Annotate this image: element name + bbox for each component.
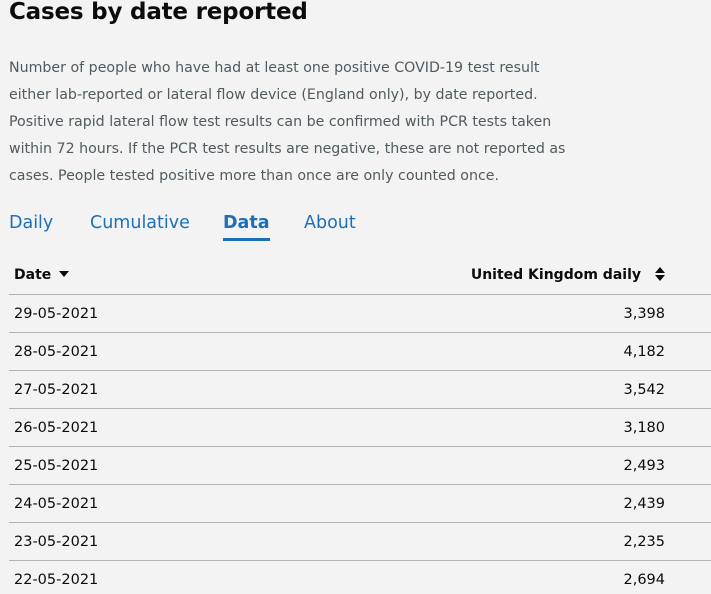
cell-value: 3,180 <box>623 420 665 436</box>
column-header-date-label: Date <box>14 267 52 283</box>
column-header-value-label: United Kingdom daily <box>470 267 641 283</box>
table-row: 29-05-2021 3,398 <box>9 295 711 333</box>
cell-date: 27-05-2021 <box>14 382 99 398</box>
cell-date: 26-05-2021 <box>14 420 99 436</box>
data-table: Date United Kingdom daily 29-05-2021 3,39… <box>9 256 711 594</box>
cell-value: 2,694 <box>623 572 665 588</box>
cell-date: 28-05-2021 <box>14 344 99 360</box>
sort-descending-icon <box>59 271 70 277</box>
cell-value: 2,439 <box>623 496 665 512</box>
tab-about[interactable]: About <box>304 213 356 233</box>
table-row: 28-05-2021 4,182 <box>9 333 711 371</box>
cell-value: 3,542 <box>623 382 665 398</box>
table-body: 29-05-2021 3,398 28-05-2021 4,182 27-05-2021… <box>9 295 711 594</box>
column-header-date[interactable]: Date <box>14 256 70 294</box>
cell-value: 3,398 <box>623 306 665 322</box>
tab-data[interactable]: Data <box>223 209 270 241</box>
page-title: Cases by date reported <box>9 0 308 25</box>
tab-cumulative[interactable]: Cumulative <box>90 213 190 233</box>
table-row: 23-05-2021 2,235 <box>9 523 711 561</box>
table-header: Date United Kingdom daily <box>9 256 711 295</box>
cell-date: 24-05-2021 <box>14 496 99 512</box>
cell-date: 25-05-2021 <box>14 458 99 474</box>
metric-description: Number of people who have had at least o… <box>9 60 566 184</box>
cell-date: 23-05-2021 <box>14 534 99 550</box>
table-row: 25-05-2021 2,493 <box>9 447 711 485</box>
table-row: 26-05-2021 3,180 <box>9 409 711 447</box>
column-header-value[interactable]: United Kingdom daily <box>471 256 665 294</box>
cell-value: 2,235 <box>623 534 665 550</box>
cell-date: 22-05-2021 <box>14 572 99 588</box>
table-row: 24-05-2021 2,439 <box>9 485 711 523</box>
tab-daily[interactable]: Daily <box>9 213 54 233</box>
sort-unsorted-icon <box>655 267 665 281</box>
table-row: 27-05-2021 3,542 <box>9 371 711 409</box>
table-row: 22-05-2021 2,694 <box>9 561 711 594</box>
cell-value: 2,493 <box>623 458 665 474</box>
cell-date: 29-05-2021 <box>14 306 99 322</box>
cell-value: 4,182 <box>623 344 665 360</box>
